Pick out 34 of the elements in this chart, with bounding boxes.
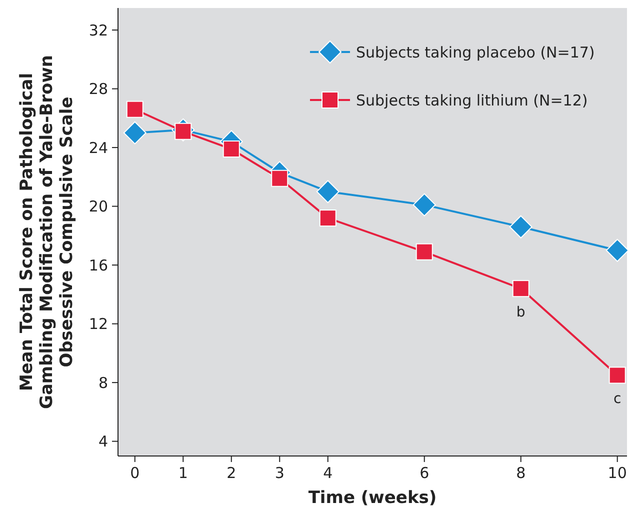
point xyxy=(316,180,340,204)
point xyxy=(512,280,530,298)
x-axis-title: Time (weeks) xyxy=(308,488,437,508)
x-tick-label: 1 xyxy=(178,464,188,482)
point xyxy=(509,215,532,238)
legend-label: Subjects taking lithium (N=12) xyxy=(356,91,588,110)
y-axis-title: Mean Total Score on Pathological Gambling Modification of Yale-Brown Obsessive Compulsive Scale xyxy=(17,54,77,410)
annotation: c xyxy=(614,391,622,408)
x-tick-label: 4 xyxy=(323,464,333,482)
point xyxy=(319,210,336,227)
x-tick-label: 0 xyxy=(130,464,140,482)
point xyxy=(126,100,144,118)
annotation: b xyxy=(516,304,526,321)
y-tick-label: 16 xyxy=(88,256,108,274)
y-tick-label: 12 xyxy=(88,315,108,334)
y-tick-label: 32 xyxy=(88,21,108,40)
y-tick-label: 4 xyxy=(98,432,108,451)
point xyxy=(606,238,629,262)
point xyxy=(412,193,436,216)
y-tick-label: 20 xyxy=(88,198,108,216)
y-tick-label: 8 xyxy=(98,374,108,392)
point xyxy=(123,121,146,144)
point xyxy=(608,366,626,384)
y-tick-label: 28 xyxy=(88,80,108,98)
point xyxy=(222,140,240,158)
point xyxy=(416,243,433,260)
x-tick-label: 10 xyxy=(608,464,627,482)
point xyxy=(271,170,288,187)
x-tick-label: 8 xyxy=(516,464,526,482)
x-tick-label: 2 xyxy=(226,464,236,482)
legend-label: Subjects taking placebo (N=17) xyxy=(356,43,595,62)
y-tick-label: 24 xyxy=(88,138,108,157)
x-tick-label: 6 xyxy=(420,464,430,482)
x-tick-label: 3 xyxy=(274,464,284,482)
